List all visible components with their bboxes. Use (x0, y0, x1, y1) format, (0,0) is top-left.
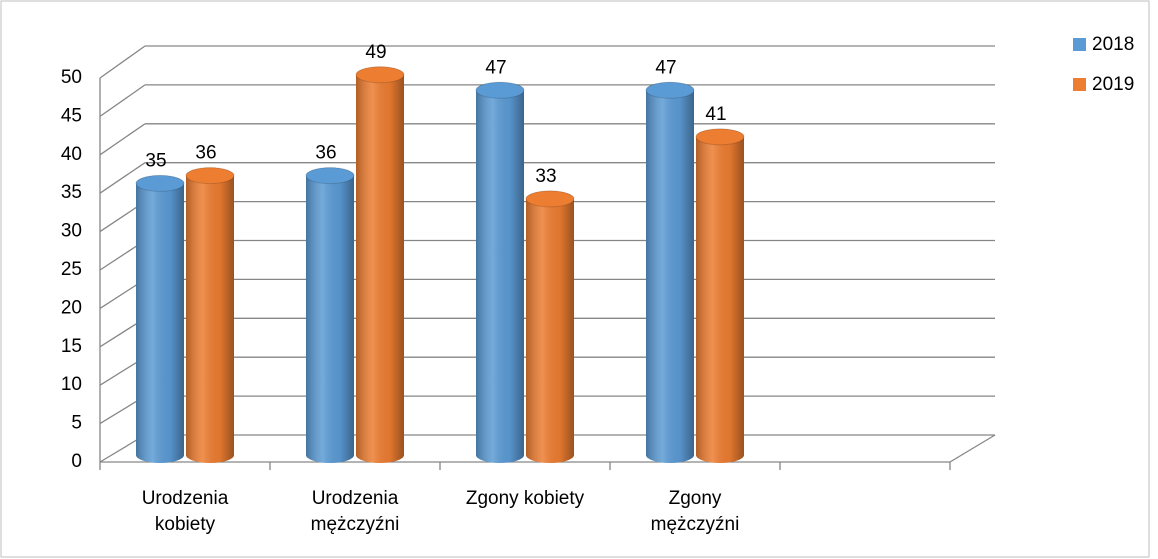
y-tick-label: 30 (61, 221, 82, 242)
data-label: 47 (655, 57, 676, 78)
bar-shade (526, 190, 574, 464)
bar-top (305, 167, 355, 185)
x-tick-label: Urodzenia kobiety (141, 488, 229, 535)
y-tick-label: 50 (61, 67, 82, 88)
bar-shade (136, 175, 184, 463)
grid-line-side (99, 123, 146, 156)
data-label: 36 (315, 143, 336, 164)
grid-line-side (99, 45, 146, 79)
grid-line-side (99, 162, 146, 194)
bar-top (135, 174, 185, 192)
y-tick-label: 0 (71, 451, 82, 472)
legend-label: 2019 (1092, 74, 1134, 95)
y-tick-label: 20 (61, 297, 82, 318)
bar-top (695, 128, 745, 146)
bar-shade (356, 66, 404, 463)
bar-top (185, 167, 235, 185)
bar-top (475, 81, 525, 99)
bar-shade (306, 167, 354, 463)
x-tick-label: Zgony mężczyźni (650, 488, 740, 535)
data-label: 35 (145, 150, 166, 171)
bar-shade (186, 167, 234, 463)
legend-label: 2018 (1092, 34, 1134, 55)
data-label: 49 (365, 42, 386, 63)
y-tick-label: 40 (61, 144, 82, 165)
bar-top (645, 81, 695, 99)
bar-shade (646, 82, 694, 463)
bar-shade (696, 128, 744, 463)
legend-swatch (1073, 78, 1086, 91)
data-label: 33 (535, 166, 556, 187)
y-tick-label: 45 (61, 105, 82, 126)
y-tick-label: 25 (61, 259, 82, 280)
data-label: 47 (485, 57, 506, 78)
x-tick-label: Zgony kobiety (465, 488, 585, 509)
bar-top (525, 190, 575, 208)
y-tick-label: 10 (61, 374, 82, 395)
y-tick-label: 5 (71, 413, 82, 434)
legend-swatch (1073, 38, 1086, 51)
y-tick-label: 15 (61, 336, 82, 357)
floor-right (949, 434, 996, 463)
data-label: 41 (705, 104, 726, 125)
grid-line-side (99, 84, 146, 117)
data-label: 36 (195, 143, 216, 164)
x-tick-label: Urodzenia mężczyźni (310, 488, 400, 535)
y-tick-label: 35 (61, 182, 82, 203)
bar-top (355, 66, 405, 84)
bar-shade (476, 82, 524, 463)
